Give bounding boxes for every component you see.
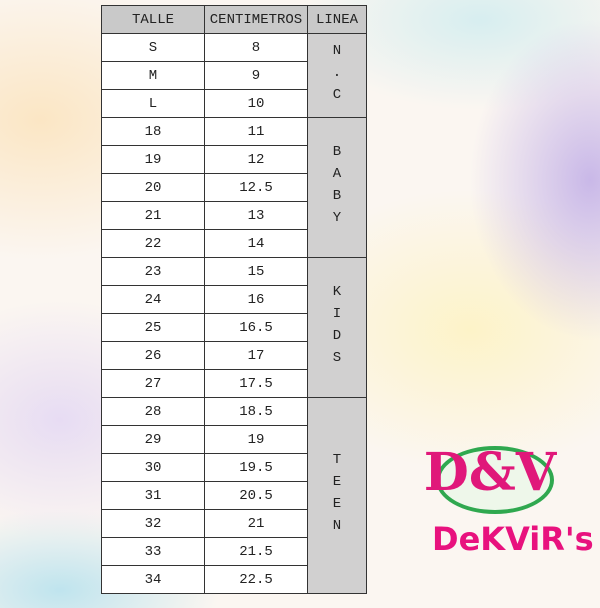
table-row: 24 16 <box>101 285 367 314</box>
size-cell: 20 <box>101 173 205 202</box>
cm-cell: 13 <box>204 201 308 230</box>
header-row: TALLE CENTIMETROS LINEA <box>101 5 367 34</box>
logo-brand: DeKViR's <box>432 520 594 558</box>
cm-cell: 10 <box>204 89 308 118</box>
size-cell: 34 <box>101 565 205 594</box>
header-cell: TALLE <box>101 5 205 34</box>
size-cell: 19 <box>101 145 205 174</box>
header-cell: CENTIMETROS <box>204 5 308 34</box>
table-row: 19 12 <box>101 145 367 174</box>
cm-cell: 18.5 <box>204 397 308 426</box>
table-row: 27 17.5 <box>101 369 367 398</box>
logo-oval <box>436 446 554 514</box>
size-cell: 23 <box>101 257 205 286</box>
cm-cell: 14 <box>204 229 308 258</box>
cm-cell: 21 <box>204 509 308 538</box>
table-row: 22 14 <box>101 229 367 258</box>
line-cell: N.C <box>307 33 367 118</box>
cm-cell: 8 <box>204 33 308 62</box>
table-row: 30 19.5 <box>101 453 367 482</box>
size-cell: 32 <box>101 509 205 538</box>
size-cell: 22 <box>101 229 205 258</box>
cm-cell: 16.5 <box>204 313 308 342</box>
logo: D&V DeKViR's <box>420 440 594 560</box>
table-row: 29 19 <box>101 425 367 454</box>
line-cell: TEEN <box>307 397 367 594</box>
cm-cell: 19.5 <box>204 453 308 482</box>
size-cell: 30 <box>101 453 205 482</box>
table-row: 23 15 KIDS <box>101 257 367 398</box>
table-row: S 8 N.C <box>101 33 367 118</box>
cm-cell: 9 <box>204 61 308 90</box>
table-row: 18 11 BABY <box>101 117 367 258</box>
size-cell: 25 <box>101 313 205 342</box>
size-cell: 28 <box>101 397 205 426</box>
size-cell: 26 <box>101 341 205 370</box>
cm-cell: 16 <box>204 285 308 314</box>
table-row: 28 18.5 TEEN <box>101 397 367 594</box>
cm-cell: 12.5 <box>204 173 308 202</box>
table-row: 34 22.5 <box>101 565 367 594</box>
size-cell: 33 <box>101 537 205 566</box>
table-row: 26 17 <box>101 341 367 370</box>
cm-cell: 17 <box>204 341 308 370</box>
table-row: 25 16.5 <box>101 313 367 342</box>
size-cell: 31 <box>101 481 205 510</box>
cm-cell: 21.5 <box>204 537 308 566</box>
cm-cell: 11 <box>204 117 308 146</box>
size-cell: 24 <box>101 285 205 314</box>
size-table: TALLE CENTIMETROS LINEA S 8 N.C M 9 L 10 18 11 BA… <box>101 5 367 594</box>
cm-cell: 17.5 <box>204 369 308 398</box>
size-cell: S <box>101 33 205 62</box>
cm-cell: 20.5 <box>204 481 308 510</box>
size-cell: 29 <box>101 425 205 454</box>
cm-cell: 22.5 <box>204 565 308 594</box>
header-cell: LINEA <box>307 5 367 34</box>
logo-mark: D&V <box>423 442 557 503</box>
size-cell: M <box>101 61 205 90</box>
size-cell: L <box>101 89 205 118</box>
cm-cell: 19 <box>204 425 308 454</box>
table-row: 32 21 <box>101 509 367 538</box>
size-cell: 21 <box>101 201 205 230</box>
size-cell: 27 <box>101 369 205 398</box>
line-cell: KIDS <box>307 257 367 398</box>
line-cell: BABY <box>307 117 367 258</box>
cm-cell: 12 <box>204 145 308 174</box>
cm-cell: 15 <box>204 257 308 286</box>
size-cell: 18 <box>101 117 205 146</box>
